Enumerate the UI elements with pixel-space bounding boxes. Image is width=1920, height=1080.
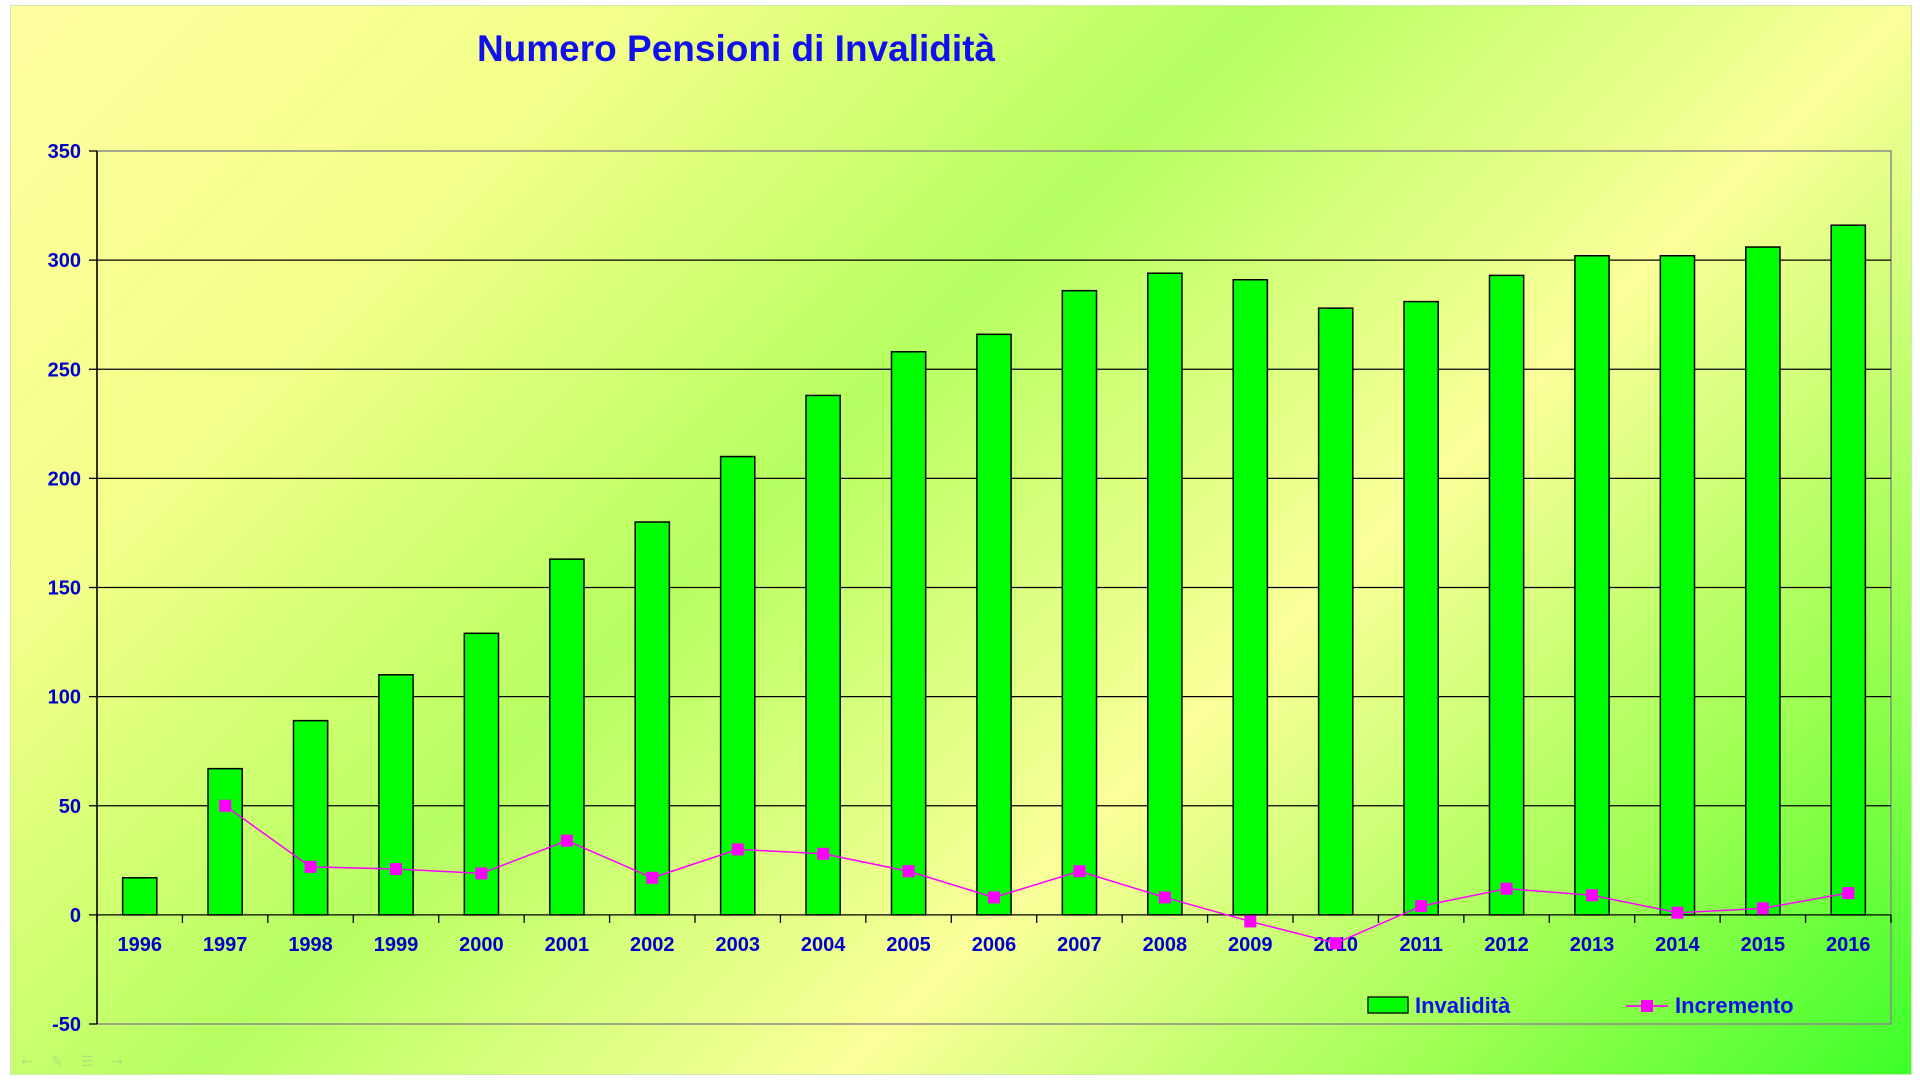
point-1998 (304, 860, 317, 873)
point-2000 (475, 867, 488, 880)
bar-1998 (292, 719, 329, 916)
point-2012 (1500, 882, 1513, 895)
bar-2002 (634, 521, 671, 916)
x-tick-label: 2007 (1057, 934, 1102, 956)
point-2016 (1842, 887, 1855, 900)
y-tick-label: 350 (48, 141, 81, 163)
x-tick-label: 2000 (459, 934, 504, 956)
chart: Numero Pensioni di Invalidità -50 0 50 100 1… (48, 28, 1892, 1036)
y-tick-label: 0 (70, 905, 81, 927)
x-tick-label: 1999 (374, 934, 419, 956)
x-tick-label: 2014 (1655, 934, 1700, 956)
legend-marker (1641, 1000, 1653, 1012)
point-2011 (1415, 900, 1428, 913)
point-2013 (1586, 889, 1598, 902)
point-2004 (817, 847, 830, 860)
point-2005 (902, 865, 915, 878)
bar-1999 (378, 674, 414, 916)
bar-2003 (719, 455, 756, 916)
bar-2010 (1317, 307, 1354, 916)
x-tick-label: 1998 (288, 934, 333, 956)
bar-2004 (805, 394, 841, 916)
point-2008 (1158, 891, 1171, 904)
bar-2011 (1403, 300, 1439, 916)
x-tick-label: 1996 (117, 934, 162, 956)
point-2009 (1244, 915, 1257, 928)
legend-label-invalidita: Invalidità (1415, 993, 1511, 1018)
y-tick-label: 300 (48, 250, 81, 272)
bar-2009 (1232, 279, 1269, 916)
x-tick-label: 2002 (630, 934, 675, 956)
bar-2001 (549, 558, 585, 916)
y-tick-label: 50 (59, 796, 81, 818)
bar-2012 (1488, 274, 1525, 916)
bar-2008 (1147, 272, 1183, 916)
x-tick-label: 2006 (972, 934, 1017, 956)
x-tick-label: 2013 (1570, 934, 1615, 956)
bar-1996 (121, 877, 158, 916)
chart-title: Numero Pensioni di Invalidità (477, 28, 996, 69)
x-tick-label: 2009 (1228, 934, 1273, 956)
y-tick-label: 150 (48, 578, 81, 600)
next-icon[interactable]: → (111, 1054, 123, 1070)
point-2010 (1329, 937, 1342, 950)
point-1999 (390, 863, 402, 876)
x-tick-label: 2016 (1826, 934, 1871, 956)
point-2002 (646, 871, 659, 884)
point-1997 (219, 799, 232, 812)
menu-icon[interactable]: ☰ (80, 1054, 94, 1070)
y-tick-label: -50 (52, 1014, 81, 1036)
point-2001 (560, 834, 573, 847)
bar-2013 (1574, 255, 1610, 916)
point-2015 (1756, 902, 1769, 915)
bar-2006 (976, 333, 1012, 916)
y-tick-label: 250 (48, 359, 81, 381)
x-tick-label: 2011 (1399, 934, 1442, 956)
point-2014 (1671, 906, 1684, 919)
legend-bar-swatch (1367, 996, 1409, 1014)
pen-icon[interactable]: ✎ (51, 1054, 63, 1070)
slide-controls: ← ✎ ☰ → (19, 1054, 125, 1070)
x-tick-label: 2015 (1741, 934, 1786, 956)
bar-2016 (1830, 224, 1867, 916)
slide-background: Numero Pensioni di Invalidità -50 0 50 100 1… (10, 5, 1912, 1075)
bar-1997 (207, 767, 243, 916)
x-tick-label: 2001 (545, 934, 590, 956)
bar-2005 (890, 351, 927, 916)
plot-area: -50 0 50 100 150 200 250 300 350 1996 1997 1998 1999… (48, 141, 1892, 1036)
y-tick-label: 200 (48, 468, 81, 490)
point-2006 (988, 891, 1000, 904)
point-2007 (1073, 865, 1086, 878)
prev-icon[interactable]: ← (21, 1054, 33, 1070)
y-tick-label: 100 (48, 687, 81, 709)
bar-2014 (1659, 255, 1696, 916)
x-tick-label: 2003 (715, 934, 760, 956)
x-tick-label: 2005 (886, 934, 931, 956)
x-tick-label: 2008 (1143, 934, 1188, 956)
legend-label-incremento: Incremento (1675, 993, 1794, 1018)
point-2003 (731, 843, 744, 856)
incremento-line (224, 805, 1849, 945)
x-tick-label: 2004 (801, 934, 846, 956)
bar-2015 (1745, 246, 1781, 916)
x-tick-label: 2012 (1484, 934, 1529, 956)
bar-2007 (1061, 289, 1098, 916)
x-tick-label: 1997 (203, 934, 248, 956)
